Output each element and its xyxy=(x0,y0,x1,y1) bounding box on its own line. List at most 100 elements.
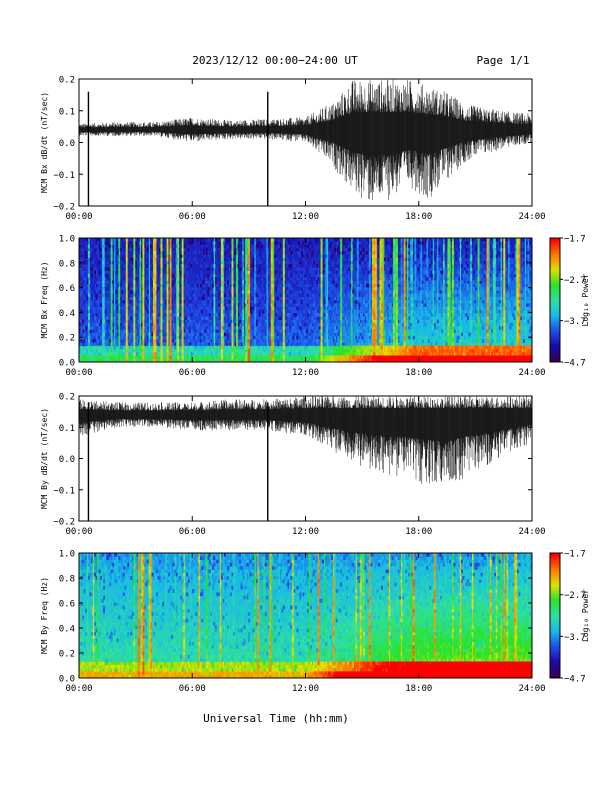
x-tick-label: 12:00 xyxy=(292,684,319,694)
colorbar-segment xyxy=(550,306,560,309)
y-tick-label: 1.0 xyxy=(59,235,75,245)
colorbar-segment xyxy=(550,598,560,602)
colorbar-segment xyxy=(550,636,560,639)
y-tick-label: 1.0 xyxy=(59,550,75,560)
colorbar-segment xyxy=(550,613,560,616)
spectrogram-cells xyxy=(79,553,531,679)
colorbar-segment xyxy=(550,248,560,251)
colorbar-segment xyxy=(550,250,560,253)
y-tick-label: 0.2 xyxy=(59,393,75,403)
y-tick-label: 0.2 xyxy=(59,650,75,660)
colorbar-segment xyxy=(550,609,560,612)
colorbar-segment xyxy=(550,644,560,648)
x-tick-label: 06:00 xyxy=(179,684,206,694)
colorbar-segment xyxy=(550,611,560,614)
colorbar-segment xyxy=(550,650,560,654)
spectrogram-cells xyxy=(88,238,533,356)
y-tick-label: −0.2 xyxy=(53,518,75,528)
colorbar-segment xyxy=(550,314,560,318)
colorbar-segment xyxy=(550,252,560,256)
colorbar-segment xyxy=(550,619,560,623)
x-tick-label: 00:00 xyxy=(65,368,92,378)
colorbar-segment xyxy=(550,615,560,619)
colorbar-segment xyxy=(550,582,560,585)
colorbar-segment xyxy=(550,355,560,359)
spectrogram-cells xyxy=(371,355,533,363)
colorbar-segment xyxy=(550,322,560,326)
colorbar-segment xyxy=(550,675,560,679)
colorbar-segment xyxy=(550,561,560,564)
x-tick-label: 06:00 xyxy=(179,527,206,537)
panel-by-dbdt: 0.2 0.1 0.0 −0.1 −0.200:00 06:00 12:00 18:00 24:… xyxy=(40,393,546,538)
colorbar-segment xyxy=(550,588,560,591)
colorbar-segment xyxy=(550,646,560,650)
colorbar-segment xyxy=(550,318,560,322)
colorbar-segment xyxy=(550,310,560,313)
colorbar-segment xyxy=(550,333,560,336)
y-tick-label: 0.6 xyxy=(59,600,75,610)
spectrogram-cells xyxy=(361,348,525,363)
page-number: Page 1/1 xyxy=(477,54,530,67)
spectrogram-cells xyxy=(79,238,533,356)
y-tick-label: 0.0 xyxy=(59,139,75,149)
colorbar-segment xyxy=(550,256,560,260)
colorbar-segment xyxy=(550,341,560,344)
x-tick-label: 12:00 xyxy=(292,368,319,378)
y-tick-label: 0.8 xyxy=(59,575,75,585)
colorbar-segment xyxy=(550,603,560,606)
colorbar-tick-label: −2.7 xyxy=(564,591,586,601)
colorbar-segment xyxy=(550,605,560,608)
colorbar-segment xyxy=(550,279,560,282)
colorbar-segment xyxy=(550,555,560,558)
trace-line xyxy=(79,79,532,200)
colorbar-segment xyxy=(550,607,560,610)
y-axis-label: MCM Bx dB/dt (nT/sec) xyxy=(40,92,49,193)
colorbar-segment xyxy=(550,590,560,594)
colorbar-segment xyxy=(550,642,560,646)
colorbar-segment xyxy=(550,262,560,266)
x-tick-label: 18:00 xyxy=(405,684,432,694)
colorbar-segment xyxy=(550,663,560,666)
spectrogram-cells xyxy=(125,238,519,363)
colorbar-segment xyxy=(550,634,560,637)
y-tick-label: 0.1 xyxy=(59,107,75,117)
colorbar-segment xyxy=(550,349,560,353)
colorbar-segment xyxy=(550,600,560,604)
x-tick-label: 06:00 xyxy=(179,368,206,378)
colorbar-segment xyxy=(550,287,560,291)
x-tick-label: 24:00 xyxy=(518,212,545,222)
colorbar-segment xyxy=(550,594,560,598)
spectrogram-cells xyxy=(80,238,533,347)
colorbar-segment xyxy=(550,628,560,631)
colorbar-segment xyxy=(550,316,560,320)
colorbar-segment xyxy=(550,669,560,673)
colorbar-segment xyxy=(550,246,560,249)
colorbar-segment xyxy=(550,573,560,577)
colorbar-segment xyxy=(550,289,560,293)
spectrogram-cells xyxy=(80,553,521,643)
colorbar-segment xyxy=(550,673,560,677)
spectrogram-cells xyxy=(328,661,533,679)
colorbar-label: Log₁₀ Power xyxy=(581,273,590,326)
y-axis-label: MCM Bx Freq (Hz) xyxy=(40,261,49,338)
colorbar-label: Log₁₀ Power xyxy=(581,589,590,642)
colorbar-segment xyxy=(550,586,560,589)
colorbar-segment xyxy=(550,653,560,656)
colorbar-frame xyxy=(549,552,561,679)
x-tick-label: 24:00 xyxy=(518,527,545,537)
y-tick-label: 0.0 xyxy=(59,675,75,685)
colorbar-segment xyxy=(550,302,560,305)
colorbar-segment xyxy=(550,571,560,575)
x-tick-label: 18:00 xyxy=(405,527,432,537)
colorbar-segment xyxy=(550,343,560,346)
colorbar-segment xyxy=(550,351,560,355)
colorbar-segment xyxy=(550,659,560,662)
y-tick-label: −0.2 xyxy=(53,203,75,213)
y-axis-label: MCM By Freq (Hz) xyxy=(40,577,49,654)
y-tick-label: 0.1 xyxy=(59,424,75,434)
colorbar-segment xyxy=(550,353,560,357)
colorbar-segment xyxy=(550,339,560,342)
y-tick-label: 0.2 xyxy=(59,334,75,344)
colorbar-segment xyxy=(550,331,560,334)
colorbar-segment xyxy=(550,258,560,262)
